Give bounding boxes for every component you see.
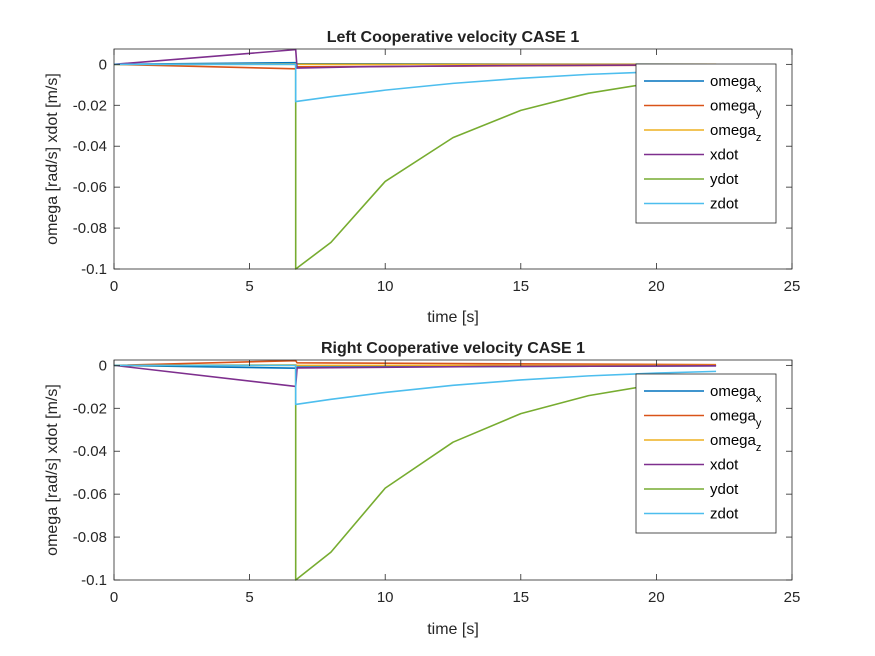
legend-label-main: omega [710, 432, 757, 449]
x-tick-label: 5 [245, 589, 253, 606]
legend-item-zdot: zdot [644, 196, 739, 213]
legend-label: zdot [710, 196, 739, 213]
x-axis-label: time [s] [427, 621, 479, 638]
legend-item-omega_z: omegaz [644, 432, 761, 454]
legend-item-zdot: zdot [644, 506, 739, 523]
legend-box [635, 63, 777, 224]
y-tick-label: 0 [99, 357, 107, 374]
legend-label-main: ydot [710, 171, 739, 188]
y-tick-label: -0.08 [73, 529, 107, 546]
legend-label-main: xdot [710, 147, 739, 164]
x-tick-label: 0 [110, 278, 118, 295]
legend-label: ydot [710, 171, 739, 188]
legend-label: omegax [710, 73, 762, 95]
series-line-ydot [114, 63, 717, 270]
legend-label-main: zdot [710, 196, 739, 213]
legend-label: omegaz [710, 122, 761, 144]
legend-label-main: xdot [710, 457, 739, 474]
y-tick-label: 0 [99, 56, 107, 73]
x-tick-label: 10 [377, 589, 394, 606]
legend-label: xdot [710, 457, 739, 474]
legend-label: xdot [710, 147, 739, 164]
x-tick-label: 20 [648, 589, 665, 606]
legend-label-subscript: y [756, 418, 762, 430]
series-group [113, 359, 717, 581]
legend-item-omega_y: omegay [644, 408, 762, 430]
y-tick-label: -0.02 [73, 97, 107, 114]
legend-label-main: zdot [710, 506, 739, 523]
legend-label-subscript: z [756, 442, 762, 454]
series-line-xdot [113, 364, 717, 388]
x-tick-label: 15 [512, 589, 529, 606]
legend-label-main: omega [710, 383, 757, 400]
legend-item-ydot: ydot [644, 171, 739, 188]
x-tick-label: 5 [245, 278, 253, 295]
legend-label-main: omega [710, 98, 757, 115]
plot-title: Left Cooperative velocity CASE 1 [327, 29, 580, 46]
legend-label-subscript: x [756, 393, 762, 405]
series-line-omega_y [113, 359, 717, 367]
x-tick-label: 15 [512, 278, 529, 295]
x-tick-label: 25 [784, 589, 801, 606]
legend-item-xdot: xdot [644, 457, 739, 474]
y-tick-label: -0.06 [73, 179, 107, 196]
legend-label: omegax [710, 383, 762, 405]
series-line-zdot [114, 364, 717, 406]
legend-label-main: omega [710, 73, 757, 90]
legend-item-omega_x: omegax [644, 73, 762, 95]
legend-label: omegaz [710, 432, 761, 454]
legend-box [635, 373, 777, 534]
legend-item-omega_x: omegax [644, 383, 762, 405]
legend-label: ydot [710, 481, 739, 498]
legend-item-xdot: xdot [644, 147, 739, 164]
legend-label-main: omega [710, 122, 757, 139]
x-tick-label: 0 [110, 589, 118, 606]
x-tick-label: 20 [648, 278, 665, 295]
y-tick-label: -0.1 [81, 261, 107, 278]
x-tick-label: 10 [377, 278, 394, 295]
axes-box [113, 48, 793, 270]
y-tick-label: -0.1 [81, 572, 107, 589]
legend-label-subscript: y [756, 108, 762, 120]
y-tick-label: -0.06 [73, 486, 107, 503]
legend-label-main: ydot [710, 481, 739, 498]
legend-label: zdot [710, 506, 739, 523]
legend-item-omega_z: omegaz [644, 122, 761, 144]
y-tick-label: -0.04 [73, 443, 107, 460]
series-line-xdot [113, 48, 717, 69]
x-axis-label: time [s] [427, 309, 479, 326]
legend-label-subscript: z [756, 132, 762, 144]
left-velocity-plot: 0 5 10 15 20 25 0 -0.02 -0.04 -0.06 -0.08 -0.1 omega… [44, 29, 800, 326]
right-velocity-plot: 0 5 10 15 20 25 0 -0.02 -0.04 -0.06 -0.08 -0.1 omega… [44, 340, 800, 638]
y-tick-label: -0.08 [73, 220, 107, 237]
legend-item-ydot: ydot [644, 481, 739, 498]
y-tick-label: -0.04 [73, 138, 107, 155]
y-tick-label: -0.02 [73, 400, 107, 417]
series-group [113, 48, 717, 270]
y-axis-label: omega [rad/s] xdot [m/s] [44, 73, 61, 245]
y-axis-label: omega [rad/s] xdot [m/s] [44, 384, 61, 556]
plot-title: Right Cooperative velocity CASE 1 [321, 340, 585, 357]
legend-label: omegay [710, 408, 762, 430]
legend-label-main: omega [710, 408, 757, 425]
axes-box [113, 359, 793, 581]
series-line-ydot [114, 364, 717, 581]
legend-label: omegay [710, 98, 762, 120]
series-line-zdot [114, 63, 717, 103]
x-tick-label: 25 [784, 278, 801, 295]
legend-item-omega_y: omegay [644, 98, 762, 120]
legend-label-subscript: x [756, 83, 762, 95]
